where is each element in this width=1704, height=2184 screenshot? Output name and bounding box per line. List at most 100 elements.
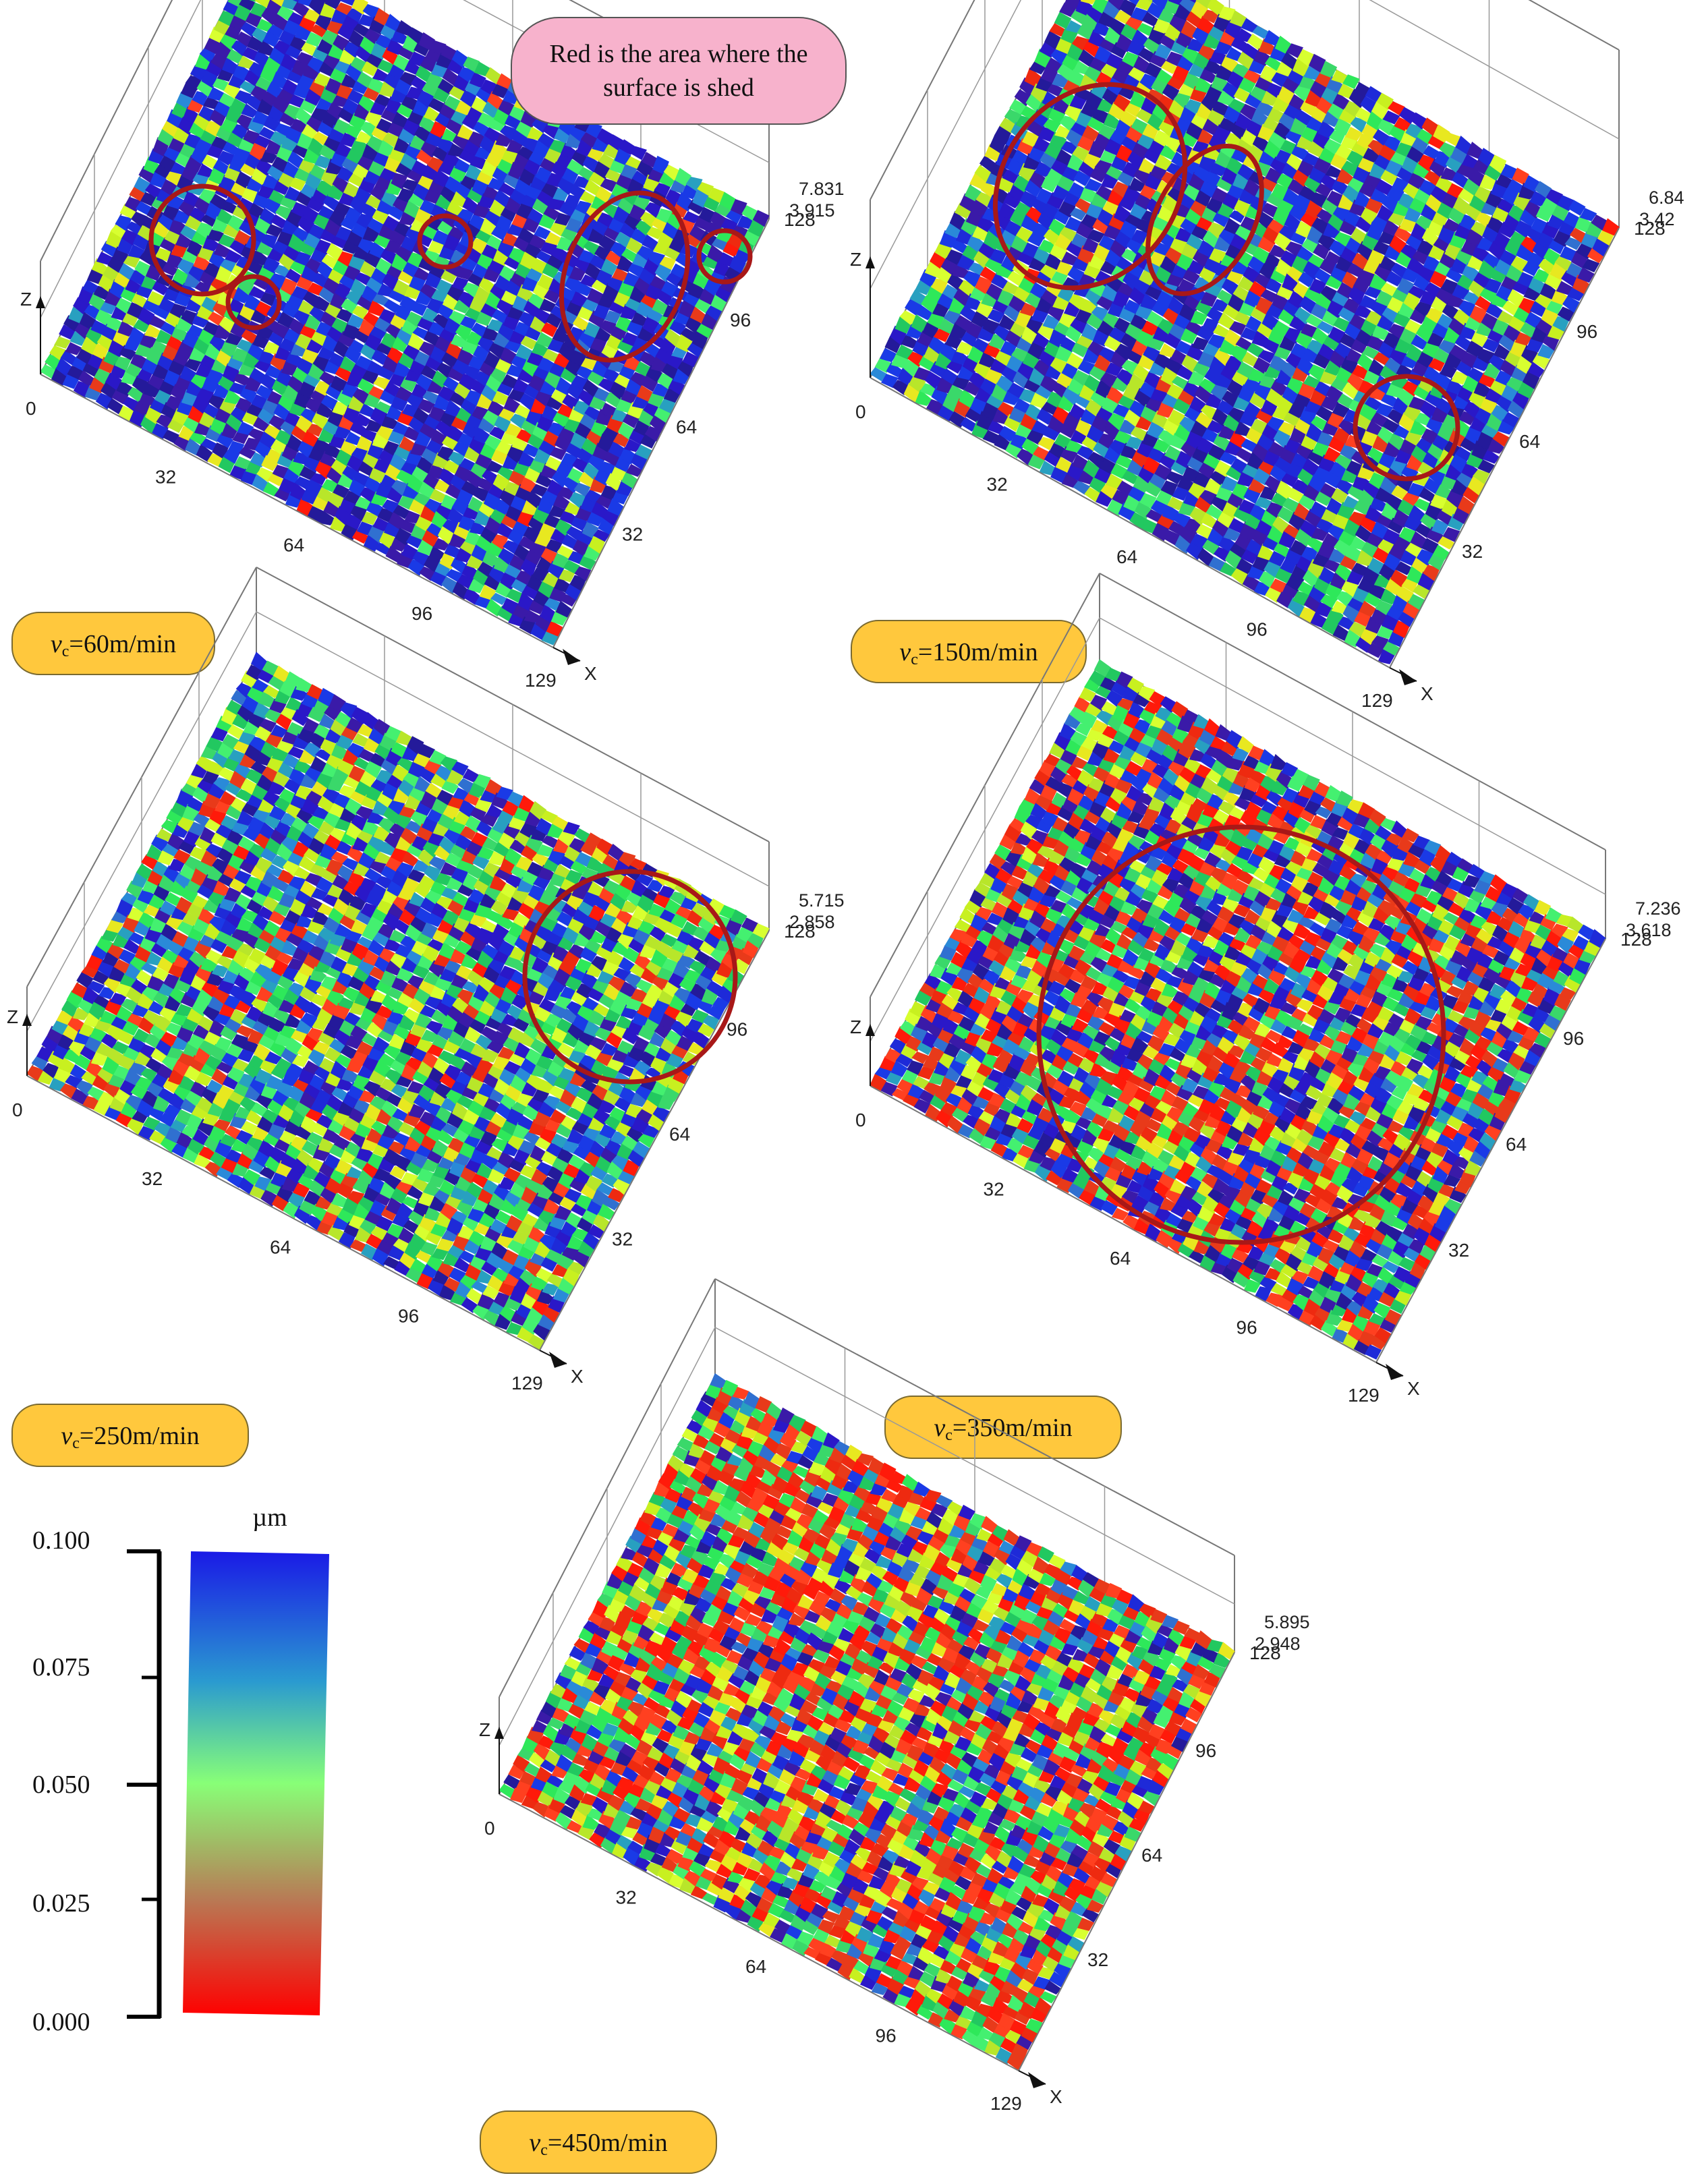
cutting-speed-label: vc=250m/min	[11, 1404, 249, 1467]
y-tick-64: 64	[1141, 1845, 1162, 1866]
shed-area-circle	[1036, 824, 1446, 1245]
speed-text: vc=150m/min	[899, 638, 1038, 668]
origin-tick: 0	[12, 1099, 23, 1120]
front-axes	[494, 1652, 1235, 2088]
z-top-value: 5.715	[799, 890, 845, 911]
speed-text: vc=350m/min	[934, 1414, 1072, 1444]
shed-area-circle	[1145, 143, 1264, 297]
surface-heatmap	[870, 0, 1620, 664]
surface-heatmap	[40, 0, 770, 645]
y-tick-128: 128	[1620, 929, 1652, 950]
x-tick-end: 129	[1348, 1385, 1380, 1406]
x-tick-32: 32	[987, 474, 1008, 495]
x-axis-label: X	[571, 1366, 584, 1387]
shed-area-circle	[696, 228, 753, 285]
x-tick-32: 32	[616, 1887, 637, 1908]
x-tick-64: 64	[283, 535, 304, 556]
x-tick-32: 32	[984, 1179, 1004, 1200]
x-axis-label: X	[1050, 2086, 1062, 2107]
x-tick-96: 96	[876, 2025, 897, 2046]
annotation-line1: Red is the area where the	[550, 40, 808, 68]
shed-area-circle	[522, 869, 738, 1085]
x-tick-96: 96	[1237, 1317, 1257, 1338]
annotation-line2: surface is shed	[603, 74, 754, 102]
shed-area-circle	[1353, 374, 1460, 482]
y-tick-32: 32	[622, 523, 643, 544]
surface-heatmap	[499, 1373, 1235, 2071]
color-legend: µm 0.100 0.075 0.050 0.025 0.000	[32, 1503, 329, 2036]
y-tick-64: 64	[669, 1124, 690, 1145]
legend-unit: µm	[252, 1503, 287, 1532]
origin-tick: 0	[26, 398, 36, 419]
y-tick-128: 128	[1249, 1642, 1281, 1663]
cutting-speed-label: vc=450m/min	[480, 2110, 717, 2174]
legend-tick-0050: 0.050	[32, 1771, 90, 1799]
x-tick-96: 96	[411, 603, 432, 624]
shed-area-circle	[417, 213, 474, 270]
shed-area-circle	[992, 82, 1188, 291]
z-axis-label: Z	[479, 1719, 490, 1740]
y-tick-64: 64	[676, 417, 697, 438]
z-axis-label: Z	[850, 1016, 861, 1037]
cutting-speed-label: vc=150m/min	[851, 620, 1087, 683]
z-mid-value: 2.858	[789, 912, 835, 932]
z-top-value: 7.236	[1635, 898, 1681, 919]
legend-tick-0100: 0.100	[32, 1526, 90, 1555]
surface-plot-2: Z 0 32 64 96 129 X 32 64 96 128 6.843.42 vc=150m/min	[850, 0, 1684, 711]
y-tick-96: 96	[1563, 1028, 1584, 1049]
speed-text: vc=60m/min	[51, 630, 176, 660]
y-tick-128: 128	[784, 921, 816, 942]
y-tick-64: 64	[1519, 431, 1540, 452]
front-axes	[865, 227, 1620, 685]
x-tick-end: 129	[525, 670, 557, 691]
x-tick-64: 64	[270, 1237, 291, 1258]
y-tick-96: 96	[1577, 321, 1597, 342]
x-tick-end: 129	[511, 1373, 543, 1393]
front-axes	[865, 938, 1606, 1380]
z-axis-label: Z	[850, 249, 861, 270]
speed-text: vc=450m/min	[529, 2129, 667, 2159]
z-axis-label: Z	[7, 1006, 18, 1027]
y-tick-128: 128	[784, 209, 816, 230]
legend-colorbar	[183, 1551, 329, 2015]
y-tick-96: 96	[730, 310, 751, 331]
annotation-bubble: Red is the area where the surface is she…	[511, 17, 847, 125]
x-tick-64: 64	[1110, 1248, 1131, 1269]
x-axis-label: X	[584, 663, 597, 684]
y-tick-96: 96	[727, 1019, 747, 1040]
x-tick-end: 129	[1361, 690, 1393, 711]
z-top-value: 6.84	[1649, 188, 1684, 208]
y-tick-128: 128	[1634, 218, 1666, 239]
x-axis-label: X	[1407, 1378, 1420, 1399]
cutting-speed-label: vc=60m/min	[11, 612, 215, 675]
x-tick-end: 129	[990, 2093, 1022, 2114]
z-mid-value: 3.618	[1626, 920, 1672, 940]
origin-tick: 0	[855, 1110, 866, 1130]
x-tick-64: 64	[1116, 546, 1137, 567]
z-top-value: 7.831	[799, 179, 845, 199]
y-tick-32: 32	[612, 1229, 633, 1250]
z-axis-label: Z	[20, 289, 32, 310]
z-mid-value: 3.42	[1639, 209, 1675, 229]
x-tick-64: 64	[745, 1956, 766, 1977]
origin-tick: 0	[855, 401, 866, 422]
y-tick-32: 32	[1462, 541, 1483, 562]
y-tick-64: 64	[1506, 1134, 1527, 1155]
z-mid-value: 3.915	[789, 200, 835, 221]
y-tick-96: 96	[1195, 1740, 1216, 1761]
surface-heatmap	[26, 652, 770, 1350]
legend-tick-0075: 0.075	[32, 1653, 90, 1682]
speed-text: vc=250m/min	[61, 1422, 199, 1452]
surface-heatmap	[870, 659, 1606, 1360]
x-tick-32: 32	[142, 1168, 163, 1189]
legend-tick-0025: 0.025	[32, 1889, 90, 1918]
z-top-value: 5.895	[1264, 1612, 1310, 1632]
legend-tick-0000: 0.000	[32, 2008, 90, 2036]
origin-tick: 0	[484, 1818, 495, 1839]
